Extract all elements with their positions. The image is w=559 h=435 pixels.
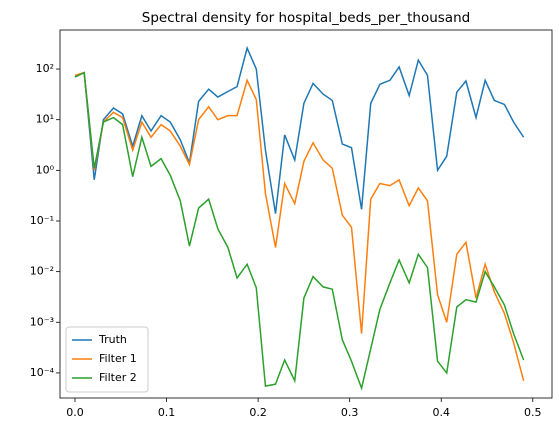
y-tick-label: 10⁻⁴ <box>30 366 55 379</box>
chart-title: Spectral density for hospital_beds_per_t… <box>142 10 470 26</box>
x-tick-label: 0.3 <box>341 406 359 419</box>
y-tick-label: 10² <box>36 62 54 75</box>
y-tick-label: 10⁻³ <box>30 315 54 328</box>
y-tick-label: 10⁻² <box>30 265 54 278</box>
x-tick-label: 0.2 <box>249 406 267 419</box>
legend-box <box>65 326 149 393</box>
y-tick-label: 10⁻¹ <box>30 214 54 227</box>
plot-frame <box>59 29 553 399</box>
legend-label: Filter 2 <box>99 371 137 384</box>
line-series <box>74 45 525 214</box>
legend-label: Filter 1 <box>99 352 137 365</box>
y-tick-label: 10¹ <box>36 113 54 126</box>
x-tick-label: 0.0 <box>66 406 84 419</box>
x-tick-label: 0.1 <box>158 406 176 419</box>
x-tick-label: 0.4 <box>432 406 450 419</box>
x-tick-label: 0.5 <box>524 406 542 419</box>
y-tick-label: 10⁰ <box>36 163 55 176</box>
legend-label: Truth <box>98 333 127 346</box>
line-series <box>74 71 525 391</box>
line-series <box>74 71 525 381</box>
